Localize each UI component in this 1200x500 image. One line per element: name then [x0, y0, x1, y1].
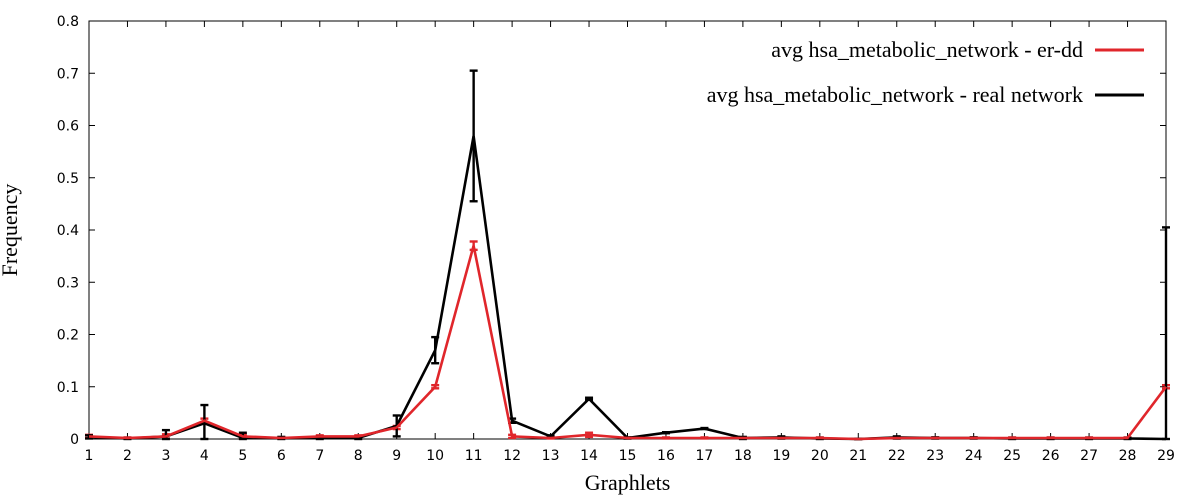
x-tick-label: 4 — [200, 448, 209, 464]
x-tick-label: 1 — [85, 448, 94, 464]
x-tick-label: 27 — [1080, 448, 1098, 464]
x-tick-label: 8 — [354, 448, 363, 464]
legend-label-er-dd: avg hsa_metabolic_network - er-dd — [771, 37, 1083, 62]
y-tick-label: 0.7 — [57, 66, 79, 82]
y-tick-label: 0.2 — [57, 328, 79, 344]
x-tick-label: 2 — [123, 448, 132, 464]
x-tick-label: 29 — [1157, 448, 1175, 464]
x-tick-label: 7 — [315, 448, 324, 464]
y-tick-label: 0.4 — [57, 223, 79, 239]
legend-label-real-network: avg hsa_metabolic_network - real network — [707, 82, 1083, 107]
y-axis-title: Frequency — [0, 184, 22, 277]
x-tick-label: 6 — [277, 448, 286, 464]
x-tick-label: 16 — [657, 448, 675, 464]
error-bars — [85, 69, 1170, 441]
y-axis: 0 0.1 0.2 0.3 0.4 0.5 0.6 0.7 0.8 — [57, 14, 1166, 448]
y-tick-label: 0.6 — [57, 119, 79, 135]
x-tick-label: 21 — [849, 448, 867, 464]
x-tick-label: 14 — [580, 448, 598, 464]
x-tick-label: 25 — [1003, 448, 1021, 464]
x-tick-label: 3 — [161, 448, 170, 464]
x-tick-label: 11 — [465, 448, 483, 464]
x-tick-label: 17 — [696, 448, 714, 464]
x-tick-label: 18 — [734, 448, 752, 464]
x-tick-label: 26 — [1042, 448, 1060, 464]
x-tick-label: 5 — [238, 448, 247, 464]
x-tick-label: 19 — [772, 448, 790, 464]
legend: avg hsa_metabolic_network - er-dd avg hs… — [707, 37, 1144, 107]
x-tick-label: 23 — [926, 448, 944, 464]
series-line-real-network — [88, 135, 1167, 441]
x-tick-label: 13 — [542, 448, 560, 464]
y-tick-label: 0.3 — [57, 275, 79, 291]
x-tick-label: 24 — [965, 448, 983, 464]
x-tick-label: 20 — [811, 448, 829, 464]
x-axis: 1 2 3 4 5 6 7 8 9 10 11 12 13 14 15 16 17 18 19 20 21 22 23 24 2… — [85, 21, 1175, 464]
x-tick-label: 15 — [619, 448, 637, 464]
y-tick-label: 0 — [70, 432, 79, 448]
x-tick-label: 12 — [503, 448, 521, 464]
series-lines — [88, 135, 1168, 441]
x-tick-label: 22 — [888, 448, 906, 464]
y-tick-label: 0.1 — [57, 380, 79, 396]
series-line-er-dd — [88, 245, 1168, 441]
x-tick-label: 10 — [426, 448, 444, 464]
x-axis-title: Graphlets — [585, 470, 671, 495]
y-tick-label: 0.5 — [57, 171, 79, 187]
x-tick-label: 28 — [1119, 448, 1137, 464]
x-tick-label: 9 — [392, 448, 401, 464]
y-tick-label: 0.8 — [57, 14, 79, 30]
